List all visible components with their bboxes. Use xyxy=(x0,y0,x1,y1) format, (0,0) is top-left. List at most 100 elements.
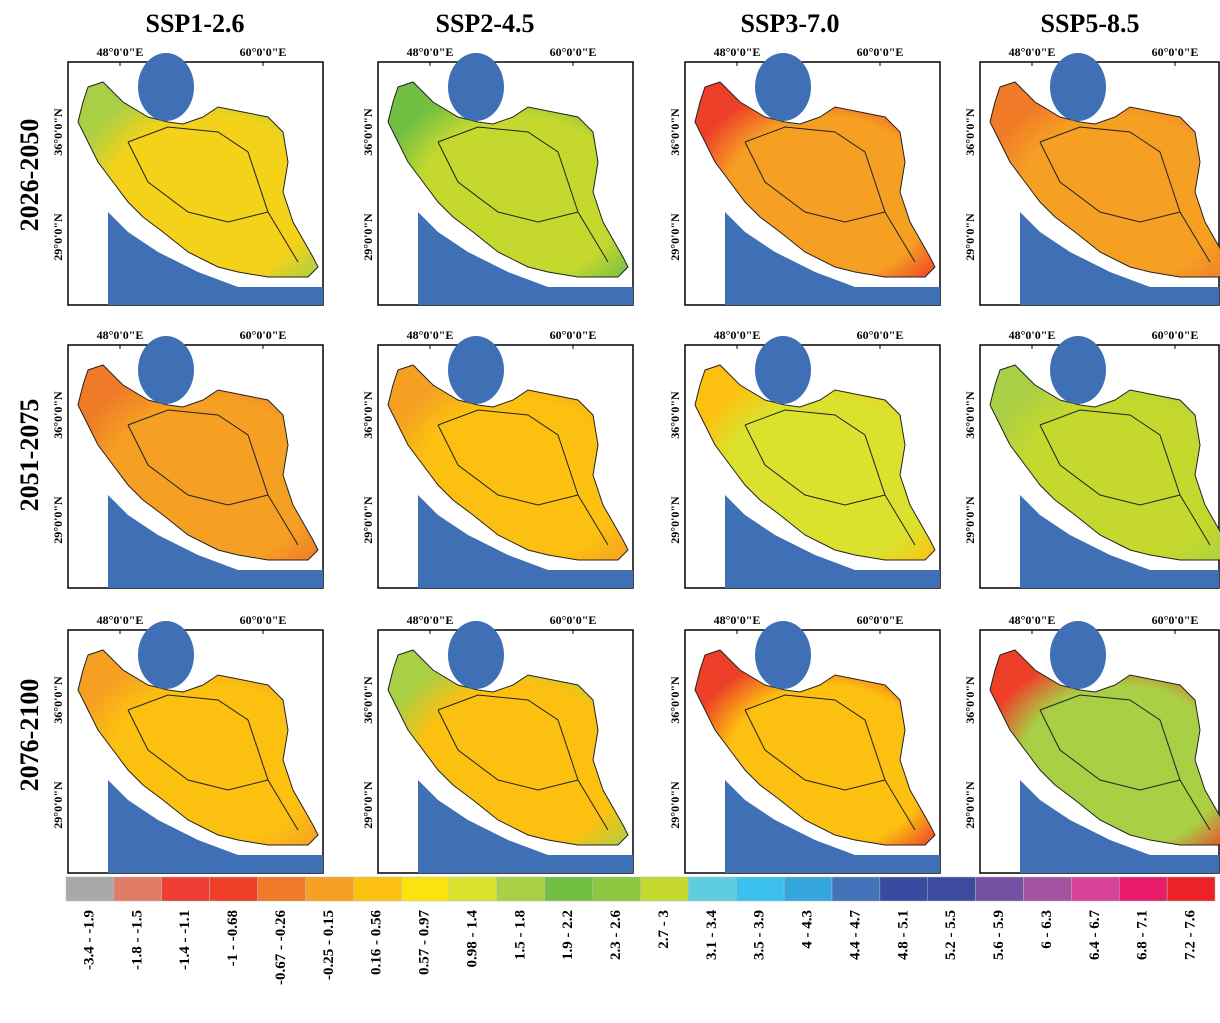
column-header: SSP1-2.6 xyxy=(146,9,245,38)
legend-swatch xyxy=(257,876,306,902)
lat-label: 36°0'0"N xyxy=(963,391,977,439)
map-panel: 48°0'0"E 60°0'0"E 36°0'0"N 29°0'0"N xyxy=(51,328,324,589)
map-panel: 48°0'0"E 60°0'0"E 36°0'0"N 29°0'0"N xyxy=(361,613,634,874)
caspian-sea xyxy=(1050,621,1106,689)
iran xyxy=(387,364,629,561)
basin-line xyxy=(127,141,269,223)
map-panel: 48°0'0"E 60°0'0"E 36°0'0"N 29°0'0"N xyxy=(668,328,941,589)
legend-swatch xyxy=(65,876,115,902)
legend-swatch xyxy=(831,876,881,902)
map-panel: 48°0'0"E 60°0'0"E 36°0'0"N 29°0'0"N xyxy=(51,613,324,874)
gulf xyxy=(108,780,323,873)
iran xyxy=(989,364,1220,561)
iran xyxy=(694,364,936,561)
legend-swatch xyxy=(448,876,498,902)
row-label: 2051-2075 xyxy=(15,399,44,512)
lon-label: 48°0'0"E xyxy=(97,328,144,342)
legend-swatch xyxy=(688,876,737,902)
basin-line xyxy=(1039,709,1181,791)
lat-label: 36°0'0"N xyxy=(361,391,375,439)
lat-label: 29°0'0"N xyxy=(963,213,977,261)
legend-swatch xyxy=(161,876,210,902)
legend-label: 0.98 - 1.4 xyxy=(464,910,480,968)
lat-label: 29°0'0"N xyxy=(361,496,375,544)
gulf xyxy=(1020,780,1219,873)
lat-label: 29°0'0"N xyxy=(963,496,977,544)
lon-label: 48°0'0"E xyxy=(407,45,454,59)
lat-label: 29°0'0"N xyxy=(51,213,65,261)
legend-label: 0.16 - 0.56 xyxy=(369,910,385,975)
lon-label: 60°0'0"E xyxy=(550,328,597,342)
caspian-sea xyxy=(448,53,504,121)
iran xyxy=(77,649,319,846)
lat-label: 36°0'0"N xyxy=(668,391,682,439)
lat-label: 36°0'0"N xyxy=(361,108,375,156)
lon-label: 48°0'0"E xyxy=(97,613,144,627)
legend-label: -0.67 - -0.26 xyxy=(273,910,289,985)
gulf xyxy=(108,495,323,588)
lon-label: 60°0'0"E xyxy=(550,45,597,59)
legend-label: 1.5 - 1.8 xyxy=(512,910,528,960)
lat-label: 29°0'0"N xyxy=(668,781,682,829)
map-panel: 48°0'0"E 60°0'0"E 36°0'0"N 29°0'0"N xyxy=(963,613,1220,874)
legend-label: 2.7 - 3 xyxy=(656,910,672,949)
lat-label: 36°0'0"N xyxy=(51,391,65,439)
gulf xyxy=(725,780,940,873)
legend-label: 4 - 4.3 xyxy=(800,910,816,949)
map-panel: 48°0'0"E 60°0'0"E 36°0'0"N 29°0'0"N xyxy=(51,45,324,306)
legend-swatch xyxy=(305,876,354,902)
iran xyxy=(694,649,936,846)
map-panel: 48°0'0"E 60°0'0"E 36°0'0"N 29°0'0"N xyxy=(361,45,634,306)
row-label: 2076-2100 xyxy=(15,679,44,792)
iran xyxy=(989,649,1220,846)
legend-label: 3.5 - 3.9 xyxy=(752,910,768,960)
caspian-sea xyxy=(138,336,194,404)
lon-label: 48°0'0"E xyxy=(97,45,144,59)
lat-label: 29°0'0"N xyxy=(963,781,977,829)
gulf xyxy=(1020,212,1219,305)
lon-label: 60°0'0"E xyxy=(1152,328,1199,342)
map-panel: 48°0'0"E 60°0'0"E 36°0'0"N 29°0'0"N xyxy=(668,613,941,874)
lon-label: 60°0'0"E xyxy=(857,613,904,627)
legend-label: 3.1 - 3.4 xyxy=(704,910,720,960)
basin-line xyxy=(437,409,609,546)
lat-label: 36°0'0"N xyxy=(963,676,977,724)
lon-label: 48°0'0"E xyxy=(714,328,761,342)
legend-swatch xyxy=(1166,876,1216,902)
legend-label: -0.25 - 0.15 xyxy=(321,910,337,980)
legend-label: -1.4 - -1.1 xyxy=(177,910,193,970)
legend-label: 5.2 - 5.5 xyxy=(943,910,959,960)
lat-label: 36°0'0"N xyxy=(361,676,375,724)
gulf xyxy=(418,212,633,305)
basin-line xyxy=(127,409,299,546)
legend-swatch xyxy=(1119,876,1168,902)
basin-line xyxy=(1039,694,1211,831)
legend-label: 0.57 - 0.97 xyxy=(417,910,433,975)
lon-label: 48°0'0"E xyxy=(714,45,761,59)
caspian-sea xyxy=(138,53,194,121)
legend-swatch xyxy=(1071,876,1120,902)
caspian-sea xyxy=(138,621,194,689)
basin-line xyxy=(744,424,886,506)
lon-label: 48°0'0"E xyxy=(1009,328,1056,342)
basin-line xyxy=(744,141,886,223)
lon-label: 48°0'0"E xyxy=(1009,613,1056,627)
basin-line xyxy=(127,126,299,263)
legend-swatch xyxy=(1023,876,1072,902)
iran xyxy=(989,81,1220,278)
lat-label: 36°0'0"N xyxy=(51,676,65,724)
iran xyxy=(77,81,319,278)
lon-label: 60°0'0"E xyxy=(1152,45,1199,59)
legend-swatch xyxy=(496,876,545,902)
lat-label: 29°0'0"N xyxy=(361,781,375,829)
legend-swatch xyxy=(640,876,689,902)
lon-label: 48°0'0"E xyxy=(407,328,454,342)
legend-swatch xyxy=(353,876,402,902)
lon-label: 60°0'0"E xyxy=(240,613,287,627)
basin-line xyxy=(127,694,299,831)
lat-label: 29°0'0"N xyxy=(51,496,65,544)
row-label: 2026-2050 xyxy=(15,119,44,232)
basin-line xyxy=(744,694,916,831)
